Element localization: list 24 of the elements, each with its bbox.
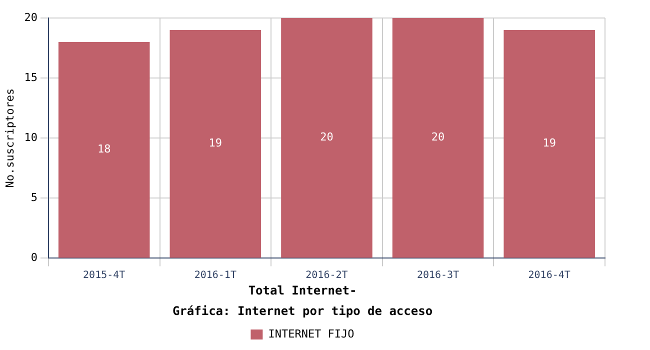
bar <box>281 18 372 258</box>
y-tick-label: 15 <box>24 70 38 84</box>
bar <box>58 42 150 258</box>
text: Gráfica: Internet por tipo de acceso <box>172 304 433 318</box>
x-tick-label: 2016-1T <box>194 270 236 281</box>
x-tick-label: 2016-3T <box>416 270 460 281</box>
data-label: 19 <box>542 136 556 150</box>
y-tick-label: 10 <box>24 130 38 144</box>
y-tick-label: 20 <box>24 10 38 24</box>
bar <box>504 30 595 258</box>
x-tick-label: 2015-4T <box>83 270 126 281</box>
y-tick-label: 5 <box>30 191 38 204</box>
x-tick-label: 2016-4T <box>528 270 570 281</box>
data-label: 20 <box>431 130 445 144</box>
text: Total Internet- <box>248 284 357 298</box>
bar <box>170 30 262 258</box>
legend-label: INTERNET FIJO <box>268 327 354 340</box>
y-axis-title: No.suscriptores <box>3 88 16 188</box>
bar <box>392 18 484 258</box>
data-label: 20 <box>320 130 334 144</box>
data-label: 19 <box>208 136 222 150</box>
data-label: 18 <box>97 142 111 156</box>
x-tick-label: 2016-2T <box>306 270 348 281</box>
y-tick-label: 0 <box>30 251 38 264</box>
